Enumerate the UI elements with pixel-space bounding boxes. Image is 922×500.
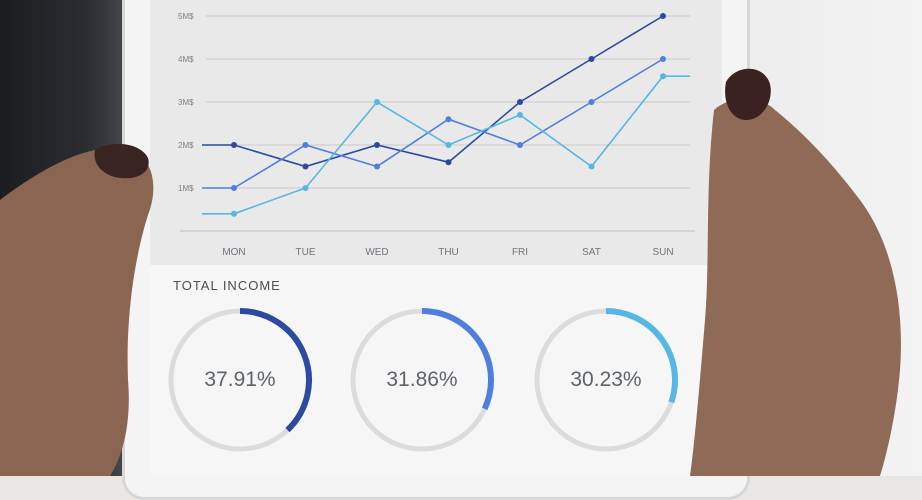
donut-3: 30.23% bbox=[526, 305, 686, 455]
x-tick-label: SAT bbox=[582, 247, 601, 258]
donut-arc bbox=[239, 308, 312, 433]
total-income-title: TOTAL INCOME bbox=[173, 278, 281, 293]
x-tick-label: TUE bbox=[296, 247, 316, 258]
data-point bbox=[445, 159, 452, 166]
donut-1-label: 37.91% bbox=[204, 368, 276, 391]
data-point bbox=[588, 163, 595, 170]
data-point bbox=[302, 163, 309, 170]
y-tick-label: 5M$ bbox=[178, 12, 194, 21]
data-point bbox=[445, 116, 452, 123]
x-tick-label: THU bbox=[438, 247, 459, 258]
data-point bbox=[374, 163, 380, 170]
donut-3-label: 30.23% bbox=[570, 368, 642, 391]
line-chart-panel: 1M$ 2M$ 3M$ 4M$ 5M$ MON TUE WED THU FRI SAT SUN bbox=[150, 0, 722, 265]
donut-2-label: 31.86% bbox=[386, 368, 458, 391]
data-point bbox=[231, 142, 237, 148]
data-point bbox=[660, 56, 666, 62]
donut-2: 31.86% bbox=[342, 305, 502, 455]
y-tick-label: 2M$ bbox=[178, 141, 194, 150]
data-point bbox=[660, 13, 666, 19]
total-income-panel: TOTAL INCOME 37.91% 31.86% 30.23% bbox=[150, 265, 722, 476]
x-tick-label: MON bbox=[222, 247, 245, 258]
donut-1: 37.91% bbox=[160, 305, 320, 455]
donut-arc bbox=[421, 308, 494, 411]
y-tick-label: 4M$ bbox=[178, 55, 194, 64]
series-line bbox=[202, 15, 664, 168]
donut-arc bbox=[605, 308, 678, 404]
data-point bbox=[374, 142, 380, 148]
y-tick-label: 1M$ bbox=[178, 184, 194, 193]
data-point bbox=[231, 185, 237, 191]
x-tick-label: FRI bbox=[512, 247, 528, 258]
data-point bbox=[660, 73, 666, 80]
x-tick-label: SUN bbox=[652, 247, 673, 258]
x-tick-label: WED bbox=[365, 247, 388, 258]
data-point bbox=[374, 99, 380, 105]
data-point bbox=[302, 185, 309, 191]
data-point bbox=[231, 210, 237, 217]
background-light bbox=[722, 0, 922, 476]
data-point bbox=[517, 142, 523, 148]
data-point bbox=[302, 142, 309, 148]
data-point bbox=[517, 99, 523, 105]
series-line bbox=[202, 58, 664, 189]
tablet-screen: 1M$ 2M$ 3M$ 4M$ 5M$ MON TUE WED THU FRI SAT SUN TOT… bbox=[150, 0, 722, 476]
data-point bbox=[588, 56, 595, 62]
data-point bbox=[588, 99, 595, 105]
data-point bbox=[517, 111, 523, 118]
line-chart: 1M$ 2M$ 3M$ 4M$ 5M$ MON TUE WED THU FRI SAT SUN bbox=[178, 12, 695, 258]
y-tick-label: 3M$ bbox=[178, 98, 194, 107]
data-point bbox=[445, 142, 452, 148]
